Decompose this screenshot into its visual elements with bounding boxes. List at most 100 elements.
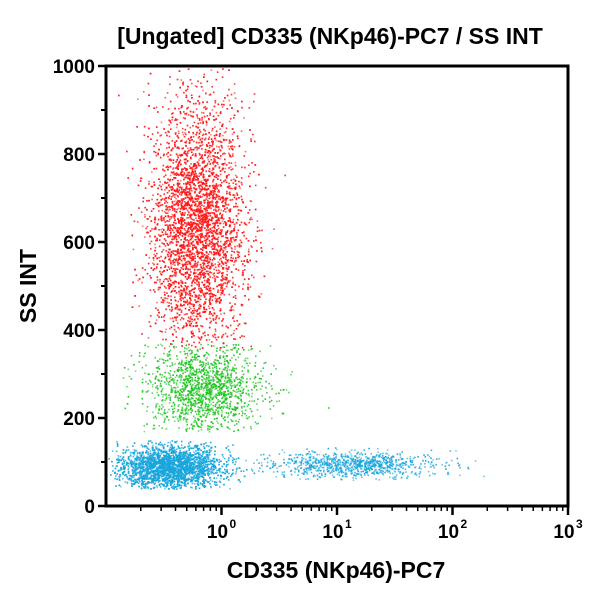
data-point bbox=[233, 228, 235, 230]
data-point bbox=[196, 166, 198, 169]
data-point bbox=[219, 173, 222, 176]
data-point bbox=[180, 106, 182, 109]
data-point bbox=[210, 191, 212, 194]
data-point bbox=[208, 313, 211, 315]
data-point bbox=[184, 150, 186, 153]
data-point bbox=[200, 140, 203, 143]
data-point bbox=[201, 181, 203, 184]
data-point bbox=[184, 291, 187, 294]
data-point bbox=[162, 106, 164, 108]
data-point bbox=[226, 242, 228, 244]
data-point bbox=[216, 203, 218, 205]
data-point bbox=[195, 133, 197, 136]
data-point bbox=[226, 274, 228, 276]
data-point bbox=[213, 244, 216, 247]
data-point bbox=[211, 140, 214, 142]
data-point bbox=[172, 260, 174, 262]
data-point bbox=[175, 304, 178, 306]
data-point bbox=[222, 235, 224, 237]
data-point bbox=[178, 174, 180, 176]
data-point bbox=[202, 169, 204, 171]
data-point bbox=[173, 236, 176, 239]
data-point bbox=[195, 231, 197, 233]
data-point bbox=[191, 330, 194, 332]
data-point bbox=[152, 269, 154, 271]
data-point bbox=[170, 299, 172, 301]
data-point bbox=[196, 85, 198, 88]
data-point bbox=[200, 222, 202, 224]
data-point bbox=[183, 205, 186, 208]
data-point bbox=[189, 294, 192, 297]
data-point bbox=[233, 187, 236, 190]
data-point bbox=[173, 268, 175, 270]
data-point bbox=[247, 283, 249, 286]
data-point bbox=[187, 268, 189, 271]
data-point bbox=[200, 210, 202, 213]
data-point bbox=[192, 240, 194, 243]
data-point bbox=[185, 207, 187, 210]
data-point bbox=[202, 101, 204, 104]
data-point bbox=[203, 279, 206, 282]
data-point bbox=[166, 141, 168, 144]
data-point bbox=[174, 143, 176, 146]
data-point bbox=[181, 338, 184, 341]
data-point bbox=[206, 257, 209, 259]
data-point bbox=[173, 328, 176, 331]
data-point bbox=[212, 148, 214, 150]
data-point bbox=[183, 111, 185, 113]
data-point bbox=[210, 246, 213, 248]
data-point bbox=[180, 248, 182, 251]
data-point bbox=[231, 147, 233, 150]
data-point bbox=[190, 218, 193, 220]
data-point bbox=[203, 183, 206, 185]
data-point bbox=[212, 161, 214, 164]
data-point bbox=[222, 205, 224, 207]
data-point bbox=[235, 221, 238, 224]
data-point bbox=[215, 204, 218, 207]
data-point bbox=[186, 155, 188, 157]
data-point bbox=[201, 144, 204, 146]
data-point bbox=[170, 216, 172, 218]
data-point bbox=[230, 179, 233, 182]
data-point bbox=[226, 177, 228, 179]
data-point bbox=[215, 230, 218, 232]
data-point bbox=[181, 285, 183, 288]
data-point bbox=[196, 253, 199, 255]
data-point bbox=[228, 266, 230, 268]
data-point bbox=[178, 154, 181, 156]
data-point bbox=[148, 161, 151, 163]
data-point bbox=[163, 297, 166, 299]
data-point bbox=[181, 147, 183, 150]
data-point bbox=[206, 188, 208, 191]
data-point bbox=[190, 136, 192, 138]
data-point bbox=[165, 328, 167, 331]
data-point bbox=[219, 249, 221, 251]
data-point bbox=[200, 180, 203, 182]
data-point bbox=[149, 230, 152, 232]
data-point bbox=[197, 297, 199, 300]
data-point bbox=[228, 162, 230, 164]
data-point bbox=[197, 336, 200, 338]
data-point bbox=[198, 210, 201, 212]
data-point bbox=[200, 291, 203, 293]
data-point bbox=[173, 184, 175, 186]
data-point bbox=[197, 220, 200, 222]
data-point bbox=[222, 153, 224, 155]
data-point bbox=[194, 200, 197, 203]
data-point bbox=[189, 223, 192, 226]
data-point bbox=[251, 246, 253, 248]
data-point bbox=[190, 303, 193, 305]
data-point bbox=[144, 216, 146, 218]
data-point bbox=[171, 306, 173, 308]
data-point bbox=[234, 97, 237, 100]
data-point bbox=[176, 229, 178, 232]
data-point bbox=[173, 208, 176, 211]
data-point bbox=[258, 295, 260, 298]
data-point bbox=[213, 258, 216, 260]
data-point bbox=[207, 204, 209, 207]
data-point bbox=[196, 208, 198, 210]
data-point bbox=[165, 212, 167, 214]
data-point bbox=[194, 203, 197, 206]
data-point bbox=[204, 292, 206, 295]
data-point bbox=[168, 135, 171, 138]
